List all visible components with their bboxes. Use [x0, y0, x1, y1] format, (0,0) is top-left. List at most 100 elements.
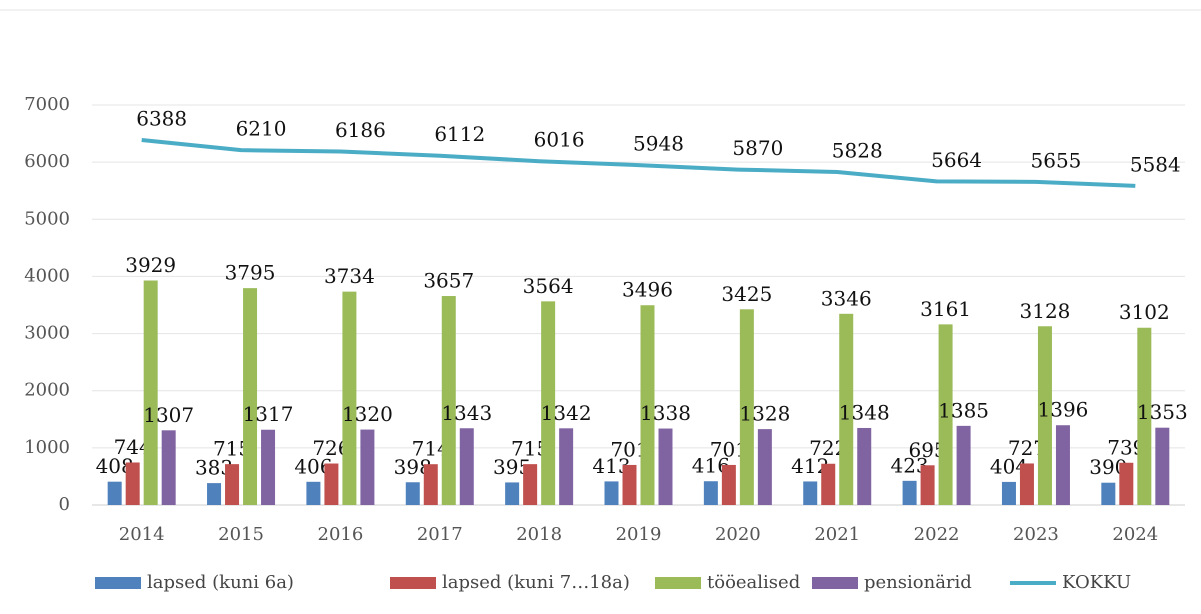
data-label: 6210	[236, 117, 287, 141]
data-label: 3496	[622, 278, 673, 302]
data-label: 3128	[1020, 299, 1071, 323]
x-tick-label: 2017	[417, 524, 463, 545]
bar	[1101, 482, 1116, 505]
bar	[441, 296, 456, 505]
x-tick-label: 2022	[914, 524, 960, 545]
y-tick-label: 5000	[24, 208, 70, 229]
bar	[604, 481, 619, 505]
bar	[423, 464, 438, 505]
y-tick-label: 3000	[24, 323, 70, 344]
x-tick-label: 2024	[1112, 524, 1158, 545]
bar	[324, 463, 339, 505]
bar	[902, 480, 917, 505]
bar	[622, 464, 637, 505]
legend-swatch	[390, 577, 436, 589]
data-label: 6016	[534, 128, 585, 152]
legend-label: lapsed (kuni 6a)	[147, 572, 294, 593]
x-tick-label: 2018	[516, 524, 562, 545]
data-label: 1342	[541, 401, 592, 425]
bar	[1037, 326, 1052, 505]
data-label: 6388	[136, 106, 187, 130]
data-label: 1320	[342, 402, 393, 426]
bar	[1055, 425, 1070, 505]
bar	[225, 464, 240, 505]
bar	[306, 481, 321, 505]
bar	[243, 288, 258, 505]
bar	[1155, 427, 1170, 505]
data-label: 5948	[633, 132, 684, 156]
data-label: 5655	[1031, 148, 1082, 172]
legend-label: tööealised	[707, 572, 800, 593]
bar	[721, 464, 736, 505]
bar	[505, 482, 520, 505]
data-label: 1328	[739, 402, 790, 426]
data-label: 3425	[721, 282, 772, 306]
data-label: 6186	[335, 118, 386, 142]
x-tick-label: 2015	[218, 524, 264, 545]
data-label: 3657	[423, 269, 474, 293]
legend-swatch	[812, 577, 858, 589]
data-label: 1396	[1038, 398, 1089, 422]
bar	[757, 429, 772, 505]
data-label: 5828	[832, 138, 883, 162]
bar	[1001, 481, 1016, 505]
bar	[1019, 463, 1034, 505]
bar	[956, 425, 971, 505]
data-label: 3795	[225, 261, 276, 285]
y-tick-label: 0	[59, 494, 70, 515]
bar	[640, 305, 655, 505]
data-label: 5664	[931, 148, 982, 172]
data-label: 1348	[839, 400, 890, 424]
bar	[459, 428, 474, 505]
y-tick-label: 2000	[24, 380, 70, 401]
bar	[541, 301, 556, 505]
data-label: 1338	[640, 401, 691, 425]
bar	[658, 428, 673, 505]
data-label: 1385	[938, 398, 989, 422]
x-tick-label: 2019	[616, 524, 662, 545]
bar	[342, 291, 357, 505]
legend-label: lapsed (kuni 7…18a)	[442, 572, 630, 593]
bar	[143, 280, 158, 505]
data-label: 5584	[1130, 152, 1181, 176]
y-tick-label: 7000	[24, 94, 70, 115]
bar	[920, 465, 935, 505]
x-tick-label: 2023	[1013, 524, 1059, 545]
legend-label: KOKKU	[1062, 572, 1131, 593]
y-tick-label: 6000	[24, 151, 70, 172]
bar	[938, 324, 953, 505]
data-label: 3734	[324, 264, 375, 288]
bar	[703, 481, 718, 505]
bar	[161, 430, 176, 505]
bar	[857, 427, 872, 505]
data-label: 3161	[920, 297, 971, 321]
bar	[523, 464, 538, 505]
bar	[803, 481, 818, 505]
x-tick-label: 2014	[119, 524, 165, 545]
bar	[405, 482, 420, 505]
data-label: 3929	[125, 253, 176, 277]
bar	[839, 313, 854, 505]
data-label: 3102	[1119, 300, 1170, 324]
bar	[261, 429, 276, 505]
legend-swatch	[655, 577, 701, 589]
data-label: 3564	[523, 274, 574, 298]
line	[141, 137, 1136, 188]
bar	[107, 481, 122, 505]
bar	[207, 483, 222, 505]
bar	[360, 429, 375, 505]
data-label: 1317	[243, 402, 294, 426]
y-tick-label: 4000	[24, 265, 70, 286]
bar	[739, 309, 754, 505]
bar	[1137, 327, 1152, 505]
data-label: 6112	[434, 122, 485, 146]
bar	[1119, 462, 1134, 505]
data-label: 1343	[441, 401, 492, 425]
legend-swatch	[95, 577, 141, 589]
data-label: 1307	[143, 403, 194, 427]
y-tick-label: 1000	[24, 437, 70, 458]
x-tick-label: 2020	[715, 524, 761, 545]
data-label: 3346	[821, 286, 872, 310]
bar	[125, 462, 140, 505]
